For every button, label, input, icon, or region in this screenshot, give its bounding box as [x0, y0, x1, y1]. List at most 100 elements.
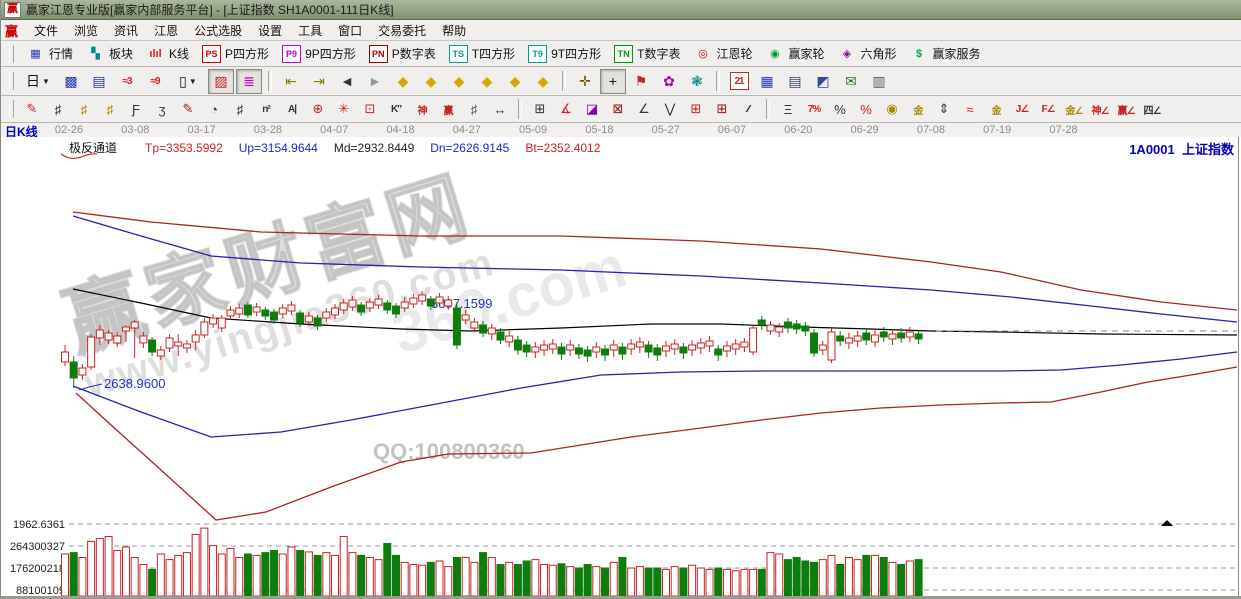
next-bar-button[interactable]: ► [362, 69, 388, 94]
gold-circle-button[interactable]: ◉ [880, 98, 904, 121]
menu-item-公式选股[interactable]: 公式选股 [194, 23, 243, 38]
gold-line-button[interactable]: 金 [906, 98, 930, 121]
diamond-all-button[interactable]: ◆ [530, 69, 556, 94]
box-fan-button[interactable]: ◪ [580, 98, 604, 121]
mail-web-button[interactable]: ✉ [838, 69, 864, 94]
menu-item-浏览[interactable]: 浏览 [74, 23, 99, 38]
crosshair-button[interactable]: + [600, 68, 626, 94]
f-angle-button[interactable]: F∠ [1036, 98, 1060, 121]
box-rays-button[interactable]: ⊠ [606, 98, 630, 121]
golden-section-button[interactable]: 金 [984, 98, 1008, 121]
candle-style-button[interactable]: ▯ ▼ [170, 69, 206, 94]
p-digit-table-button[interactable]: PN P数字表 [364, 44, 441, 64]
t-digit-table-button[interactable]: TN T数字表 [609, 44, 685, 64]
calendar-21-button[interactable]: 21 [726, 69, 752, 94]
hand-pan-button[interactable]: ✛ [572, 69, 598, 94]
marker-triangle-icon[interactable] [1161, 520, 1173, 526]
calculator-button[interactable]: ▦ [754, 69, 780, 94]
toolbar-grip[interactable] [9, 100, 14, 118]
p9-square-button[interactable]: P9 9P四方形 [277, 44, 361, 64]
smart-brain-button[interactable]: ❃ [684, 69, 710, 94]
diag-lines-button[interactable]: ∠ [632, 98, 656, 121]
shen-angle-button[interactable]: 神∠ [1088, 98, 1112, 121]
first-bar-button[interactable]: ⇤ [278, 69, 304, 94]
wave3-button[interactable]: ≈3 [114, 69, 140, 94]
box-circle-button[interactable]: ⊡ [358, 98, 382, 121]
vee-lines-button[interactable]: ⋁ [658, 98, 682, 121]
pattern-tool-button[interactable]: ▨ [208, 68, 234, 94]
zoom-region-button[interactable]: ▩ [58, 69, 84, 94]
menu-item-工具[interactable]: 工具 [298, 23, 323, 38]
wave-band-button[interactable]: ≈ [958, 98, 982, 121]
hexagon-button[interactable]: ◈ 六角形 [833, 44, 902, 64]
j-angle-button[interactable]: J∠ [1010, 98, 1034, 121]
ruler-fence-button[interactable]: ♯ [228, 98, 252, 121]
gold-fence1-button[interactable]: ♯ [72, 98, 96, 121]
print-button[interactable]: ▥ [866, 69, 892, 94]
prev-bar-button[interactable]: ◄ [334, 69, 360, 94]
winner-service-button[interactable]: $ 赢家服务 [905, 44, 986, 64]
kline-chart-panel[interactable]: 赢家财富网 www.yingjia360.com 360.com QQ:1008… [1, 137, 1241, 599]
win-angle-button[interactable]: 赢∠ [1114, 98, 1138, 121]
winner-wheel-button[interactable]: ◉ 赢家轮 [760, 44, 829, 64]
fan-rays-button[interactable]: ∡ [554, 98, 578, 121]
gold-angle-button[interactable]: 金∠ [1062, 98, 1086, 121]
pct-line-button[interactable]: % [854, 98, 878, 121]
gann-wheel-button[interactable]: ◎ 江恩轮 [688, 44, 757, 64]
diamond-vmove-button[interactable]: ◆ [474, 69, 500, 94]
red-pencil-button[interactable]: ✎ [176, 98, 200, 121]
n-square-button[interactable]: n² [254, 98, 278, 121]
quote-button[interactable]: ▦ 行情 [21, 44, 78, 64]
window-titlebar[interactable]: 赢 赢家江恩专业版[赢家内部服务平台] - [上证指数 SH1A0001-111… [1, 0, 1241, 20]
menu-item-文件[interactable]: 文件 [34, 23, 59, 38]
pencil-tool-button[interactable]: ✎ [20, 98, 44, 121]
diamond-left-button[interactable]: ◆ [390, 69, 416, 94]
menu-item-帮助[interactable]: 帮助 [442, 23, 467, 38]
menu-item-窗口[interactable]: 窗口 [338, 23, 363, 38]
kline-button[interactable]: ılıl K线 [141, 44, 194, 64]
clock3-tool-button[interactable]: ◔ [202, 98, 226, 121]
rect-handle-button[interactable]: ⊞ [528, 98, 552, 121]
vspan-pencil-button[interactable]: ⇕ [932, 98, 956, 121]
grid1-button[interactable]: ⊞ [684, 98, 708, 121]
diamond-expand-button[interactable]: ◆ [502, 69, 528, 94]
sector-button[interactable]: ▚ 板块 [81, 44, 138, 64]
save-button[interactable]: ◩ [810, 69, 836, 94]
info-doc-button[interactable]: ▤ [86, 69, 112, 94]
star-circle-button[interactable]: ✳ [332, 98, 356, 121]
menu-item-设置[interactable]: 设置 [258, 23, 283, 38]
kline-chart-canvas[interactable]: 1962.6361264300327176200218881001093097.… [1, 137, 1241, 599]
menu-item-交易委托[interactable]: 交易委托 [378, 23, 427, 38]
last-bar-button[interactable]: ⇥ [306, 69, 332, 94]
wave9-button[interactable]: ≈9 [142, 69, 168, 94]
circle-cross-button[interactable]: ⊕ [306, 98, 330, 121]
win-tool-button[interactable]: 赢 [436, 98, 460, 121]
t-square-button[interactable]: TS T四方形 [444, 44, 520, 64]
four-angle-button[interactable]: 四∠ [1140, 98, 1164, 121]
f-fence-button[interactable]: Ƒ [124, 98, 148, 121]
flag-pick-button[interactable]: ⚑ [628, 69, 654, 94]
symbol-mark-button[interactable]: ✿ [656, 69, 682, 94]
t9-square-button[interactable]: T9 9T四方形 [523, 44, 606, 64]
histogram-tool-button[interactable]: ≣ [236, 68, 262, 94]
a-line-button[interactable]: A| [280, 98, 304, 121]
p-square-button[interactable]: PS P四方形 [197, 44, 274, 64]
shen-tool-button[interactable]: 神 [410, 98, 434, 121]
period-daily-button[interactable]: 日 ▼ [20, 69, 56, 94]
toolbar-grip[interactable] [9, 72, 14, 90]
diamond-hmove-button[interactable]: ◆ [446, 69, 472, 94]
diamond-right-button[interactable]: ◆ [418, 69, 444, 94]
parallel-lines-button[interactable]: ∕∕ [736, 98, 760, 121]
toolbar-grip[interactable] [9, 44, 14, 63]
k-prime-button[interactable]: K″ [384, 98, 408, 121]
menu-item-资讯[interactable]: 资讯 [114, 23, 139, 38]
hspan-tool-button[interactable]: ↔ [488, 98, 512, 121]
menu-item-江恩[interactable]: 江恩 [154, 23, 179, 38]
spiral-tool-button[interactable]: ʒ [150, 98, 174, 121]
pct-button[interactable]: % [828, 98, 852, 121]
pct7-button[interactable]: 7% [802, 98, 826, 121]
notepad-button[interactable]: ▤ [782, 69, 808, 94]
fence-123-button[interactable]: ♯ [462, 98, 486, 121]
gold-fence2-button[interactable]: ♯ [98, 98, 122, 121]
scale-tool-button[interactable]: Ξ [776, 98, 800, 121]
